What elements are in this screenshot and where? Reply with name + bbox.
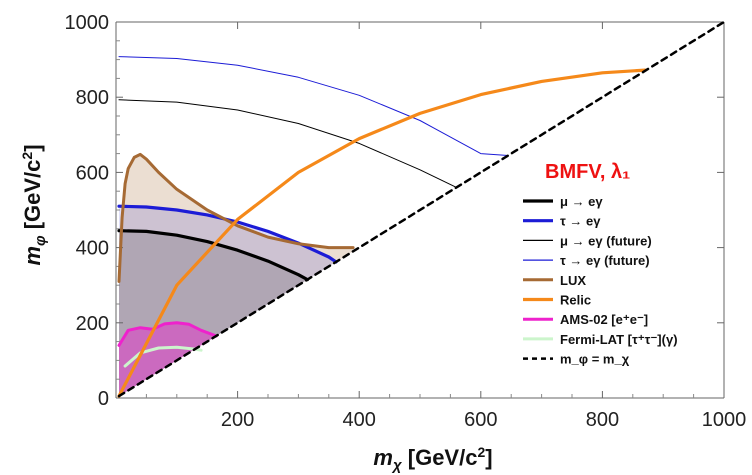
- series-ams: [117, 321, 218, 347]
- series-tau-future: [118, 56, 509, 156]
- y-tick-label: 800: [76, 87, 109, 109]
- series-tau: [117, 204, 338, 264]
- region-ams: [119, 322, 217, 397]
- legend-label-mu-future: μ → eγ (future): [560, 233, 652, 248]
- series-mu: [117, 229, 310, 282]
- region-mu: [119, 230, 308, 397]
- series-layer: [117, 20, 726, 398]
- y-tick-label: 200: [76, 313, 109, 335]
- x-ticks: 200 400 600 800 1000: [145, 22, 747, 431]
- legend-label-tau: τ → eγ: [560, 214, 601, 229]
- legend-label-lux: LUX: [560, 273, 586, 288]
- series-lux: [117, 152, 355, 283]
- x-tick-label: 600: [464, 409, 497, 431]
- y-tick-label: 0: [98, 388, 109, 410]
- region-lux: [119, 154, 354, 397]
- legend-label-mu: μ → eγ: [560, 194, 603, 209]
- legend-label-relic: Relic: [560, 293, 591, 308]
- legend-title: BMFV, λ₁: [545, 161, 630, 183]
- fill-layer: [119, 154, 354, 397]
- series-mu-future: [118, 99, 457, 188]
- series-diag: [117, 20, 726, 398]
- legend-label-fermi: Fermi-LAT [τ⁺τ⁻](γ): [560, 332, 678, 347]
- y-tick-label: 400: [76, 238, 109, 260]
- legend-items: μ → eγ τ → eγ μ → eγ (future) τ → eγ (futur…: [523, 194, 678, 367]
- x-tick-label: 400: [343, 409, 376, 431]
- y-tick-label: 600: [76, 162, 109, 184]
- x-tick-label: 800: [586, 409, 619, 431]
- y-ticks: 0 200 400 600 800 1000: [65, 12, 724, 410]
- y-axis-title: mφ [GeV/c2]: [19, 144, 49, 265]
- y-tick-label: 1000: [65, 12, 110, 34]
- x-tick-label: 1000: [702, 409, 747, 431]
- series-relic: [117, 68, 647, 398]
- legend-label-tau-future: τ → eγ (future): [560, 253, 650, 268]
- legend-label-ams: AMS-02 [e⁺e⁻]: [560, 312, 648, 327]
- legend: BMFV, λ₁ μ → eγ τ → eγ μ → eγ (future) τ → …: [523, 161, 678, 367]
- x-axis-title: mχ [GeV/c2]: [373, 444, 492, 474]
- legend-label-diag: m_φ = m_χ: [560, 352, 630, 367]
- x-tick-label: 200: [221, 409, 254, 431]
